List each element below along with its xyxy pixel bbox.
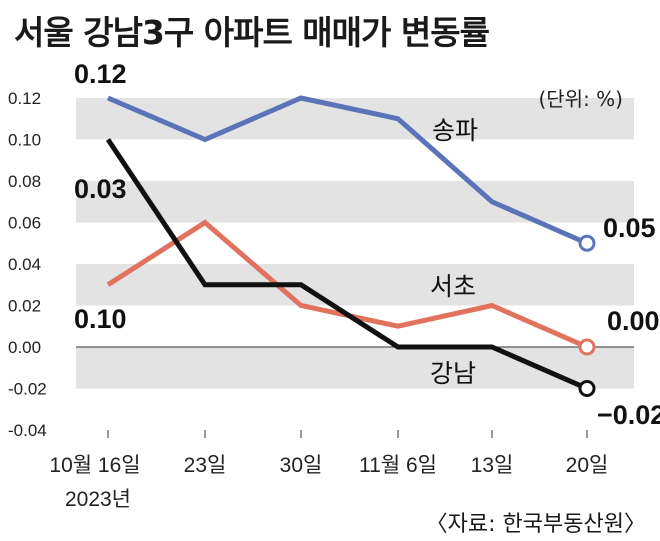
y-tick-label: -0.02 bbox=[8, 380, 47, 399]
series-lines bbox=[105, 95, 596, 397]
songpa-start-label: 0.12 bbox=[74, 59, 127, 89]
grid-bands bbox=[76, 98, 634, 389]
x-axis: 10월 16일 23일 30일 11월 6일 13일 20일 2023년 bbox=[49, 430, 608, 511]
x-tick-label: 10월 16일 bbox=[49, 454, 140, 477]
seocho-end-marker bbox=[578, 338, 596, 356]
seocho-end-label: 0.00 bbox=[607, 306, 660, 336]
y-tick-label: 0.00 bbox=[8, 338, 41, 357]
songpa-series-label: 송파 bbox=[432, 116, 478, 145]
grid-band bbox=[76, 98, 634, 140]
songpa-end-label: 0.05 bbox=[603, 213, 656, 243]
x-tick-label: 23일 bbox=[184, 454, 227, 477]
y-tick-label: 0.08 bbox=[8, 172, 41, 191]
y-tick-label: 0.02 bbox=[8, 297, 41, 316]
y-tick-label: 0.12 bbox=[8, 89, 41, 108]
y-tick-label: 0.06 bbox=[8, 214, 41, 233]
grid-band bbox=[76, 181, 634, 223]
x-tick-label: 30일 bbox=[280, 454, 323, 477]
chart-title: 서울 강남3구 아파트 매매가 변동률 bbox=[14, 13, 490, 52]
source-note: 〈자료: 한국부동산원〉 bbox=[425, 512, 646, 537]
y-axis: 0.12 0.10 0.08 0.06 0.04 0.02 0.00 -0.02 -0.04 bbox=[8, 89, 47, 440]
x-tick-label: 13일 bbox=[471, 454, 514, 477]
y-tick-label: -0.04 bbox=[8, 421, 47, 440]
x-tick-label: 20일 bbox=[566, 454, 609, 477]
gangnam-end-label: −0.02 bbox=[597, 400, 660, 430]
grid-band bbox=[76, 347, 634, 389]
x-tick-label: 11월 6일 bbox=[359, 454, 437, 477]
y-tick-label: 0.10 bbox=[8, 131, 41, 150]
seocho-start-label: 0.03 bbox=[74, 174, 127, 204]
y-tick-label: 0.04 bbox=[8, 255, 41, 274]
seocho-series-label: 서초 bbox=[430, 272, 476, 301]
gangnam-series-label: 강남 bbox=[430, 359, 476, 388]
songpa-end-marker bbox=[578, 234, 596, 252]
x-year-label: 2023년 bbox=[65, 488, 131, 511]
grid-band bbox=[76, 264, 634, 306]
data-labels: 0.12 0.05 0.03 0.00 0.10 −0.02 bbox=[74, 59, 660, 430]
gangnam-line bbox=[105, 138, 589, 391]
gangnam-end-marker bbox=[578, 380, 596, 397]
gangnam-start-label: 0.10 bbox=[74, 304, 127, 334]
songpa-line bbox=[107, 95, 589, 246]
unit-label: (단위: %) bbox=[538, 87, 623, 111]
